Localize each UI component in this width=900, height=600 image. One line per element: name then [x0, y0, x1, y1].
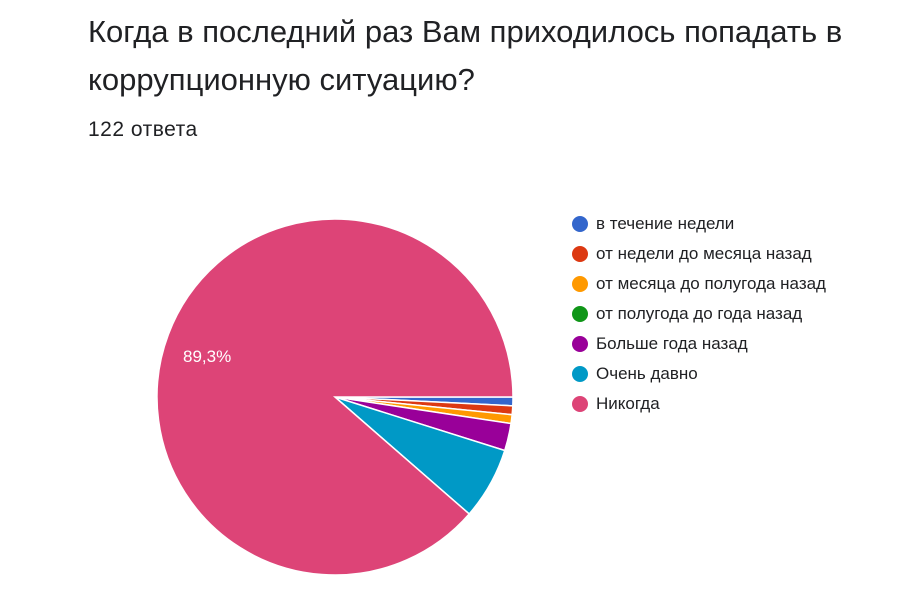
legend-swatch: [572, 246, 588, 262]
legend-swatch: [572, 306, 588, 322]
legend-item[interactable]: от недели до месяца назад: [572, 242, 872, 266]
legend-item[interactable]: в течение недели: [572, 212, 872, 236]
legend-swatch: [572, 216, 588, 232]
chart-title: Когда в последний раз Вам приходилось по…: [88, 14, 843, 97]
legend-swatch: [572, 336, 588, 352]
legend-swatch: [572, 276, 588, 292]
legend-item[interactable]: Больше года назад: [572, 332, 872, 356]
legend-label: Больше года назад: [596, 334, 748, 353]
legend-item[interactable]: от полугода до года назад: [572, 302, 872, 326]
pie-data-label-0: 89,3%: [183, 347, 231, 366]
legend-item[interactable]: от месяца до полугода назад: [572, 272, 872, 296]
legend-label: Никогда: [596, 394, 660, 413]
legend-swatch: [572, 366, 588, 382]
chart-legend: в течение недели от недели до месяца наза…: [572, 212, 872, 422]
legend-label: от месяца до полугода назад: [596, 274, 826, 293]
legend-item[interactable]: Никогда: [572, 392, 872, 416]
pie-slice-6: [156, 218, 514, 576]
legend-label: от недели до месяца назад: [596, 244, 812, 263]
legend-label: Очень давно: [596, 364, 698, 383]
response-count: 122 ответа: [88, 118, 198, 141]
legend-item[interactable]: Очень давно: [572, 362, 872, 386]
legend-label: от полугода до года назад: [596, 304, 803, 323]
legend-swatch: [572, 396, 588, 412]
legend-label: в течение недели: [596, 214, 735, 233]
